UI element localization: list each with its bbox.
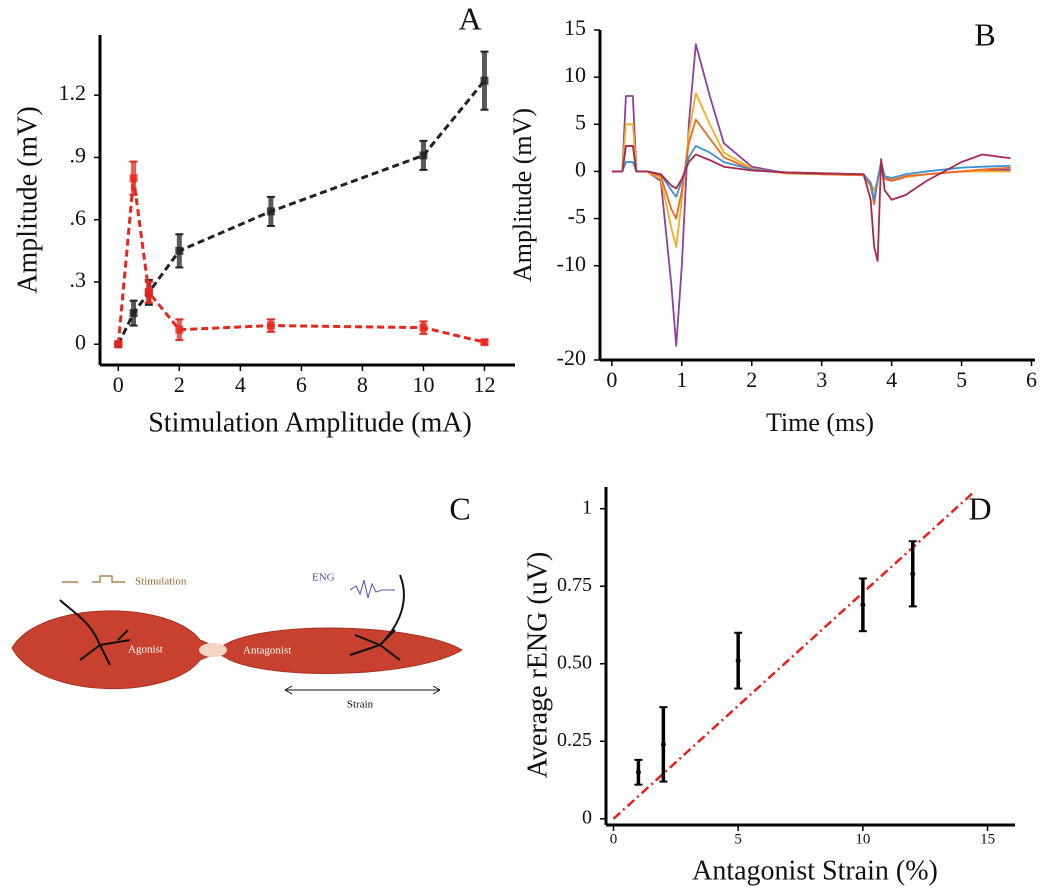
series-line <box>611 43 1011 347</box>
strain-arrow <box>284 685 441 695</box>
series-line <box>611 145 1011 262</box>
x-tick-label: 15 <box>980 831 995 847</box>
y-tick-label: -5 <box>568 204 586 229</box>
series-line <box>612 492 974 820</box>
x-tick-label: 1 <box>676 367 687 392</box>
y-tick-label: 0.25 <box>557 729 592 751</box>
series-line <box>611 92 1011 248</box>
y-axis-label: Amplitude (mV) <box>12 106 43 293</box>
stimulation-label: Stimulation <box>135 576 187 588</box>
x-tick-label: 4 <box>235 372 246 397</box>
x-tick-label: 12 <box>473 372 495 397</box>
x-tick-label: 0 <box>606 367 617 392</box>
marker <box>266 207 275 216</box>
stim-pulse <box>62 575 125 583</box>
y-tick-label: 0 <box>582 806 592 828</box>
marker <box>266 321 275 330</box>
panel-label: B <box>974 16 995 52</box>
marker <box>480 338 489 347</box>
marker <box>129 309 138 318</box>
x-tick-label: 4 <box>886 367 897 392</box>
muscle <box>11 610 463 690</box>
y-tick-label: .9 <box>70 142 87 167</box>
y-tick-label: 15 <box>564 15 586 40</box>
y-axis-label: Average rENG (uV) <box>522 552 553 779</box>
y-tick-label: .3 <box>70 267 87 292</box>
y-tick-label: 0 <box>75 329 86 354</box>
y-tick-label: -20 <box>557 345 586 370</box>
x-tick-label: 10 <box>855 831 870 847</box>
x-tick-label: 8 <box>357 372 368 397</box>
y-tick-label: 10 <box>564 62 586 87</box>
y-tick-label: 0 <box>575 156 586 181</box>
y-tick-label: 5 <box>575 109 586 134</box>
y-tick-label: 0.75 <box>557 574 592 596</box>
nerve <box>349 574 405 661</box>
x-axis-label: Antagonist Strain (%) <box>692 855 938 886</box>
marker <box>480 76 489 85</box>
panel-label: A <box>458 0 481 36</box>
strain-label: Strain <box>347 699 374 711</box>
x-tick-label: 5 <box>956 367 967 392</box>
nerve <box>59 599 131 666</box>
point <box>860 602 866 608</box>
marker <box>419 151 428 160</box>
marker <box>114 340 123 349</box>
y-tick-label: -10 <box>557 251 586 276</box>
y-tick-label: 0.50 <box>557 651 592 673</box>
y-tick-label: .6 <box>70 205 87 230</box>
marker <box>175 246 184 255</box>
x-tick-label: 2 <box>174 372 185 397</box>
x-tick-label: 2 <box>746 367 757 392</box>
panel-label: C <box>449 490 470 526</box>
chart-panel: D Average rENG (uV) Antagonist Strain (%) 0… <box>522 487 1015 886</box>
agonist-label: Agonist <box>128 644 163 656</box>
x-tick-label: 6 <box>296 372 307 397</box>
y-tick-label: 1.2 <box>59 80 87 105</box>
x-tick-label: 5 <box>734 831 742 847</box>
marker <box>419 323 428 332</box>
x-axis-label: Time (ms) <box>766 408 874 437</box>
point <box>660 741 666 747</box>
marker <box>129 174 138 183</box>
eng-label: ENG <box>312 572 335 584</box>
x-tick-label: 0 <box>113 372 124 397</box>
point <box>735 658 741 664</box>
x-tick-label: 10 <box>412 372 434 397</box>
chart-panel: A Amplitude (mV) Stimulation Amplitude (mA… <box>12 0 515 438</box>
panel-label: D <box>968 490 991 526</box>
diagram: C Stimulation ENG Agonist Antagonist Str… <box>11 490 471 711</box>
marker <box>175 325 184 334</box>
y-tick-label: 1 <box>582 496 592 518</box>
antagonist-label: Antagonist <box>243 645 291 657</box>
marker <box>144 288 153 297</box>
x-axis-label: Stimulation Amplitude (mA) <box>148 407 472 438</box>
eng-signal <box>349 579 395 599</box>
x-tick-label: 6 <box>1026 367 1037 392</box>
point <box>910 571 916 577</box>
series-line <box>116 79 486 345</box>
point <box>635 769 641 775</box>
x-tick-label: 3 <box>816 367 827 392</box>
x-tick-label: 0 <box>610 831 618 847</box>
y-axis-label: Amplitude (mV) <box>508 108 537 282</box>
tendon <box>199 643 227 657</box>
